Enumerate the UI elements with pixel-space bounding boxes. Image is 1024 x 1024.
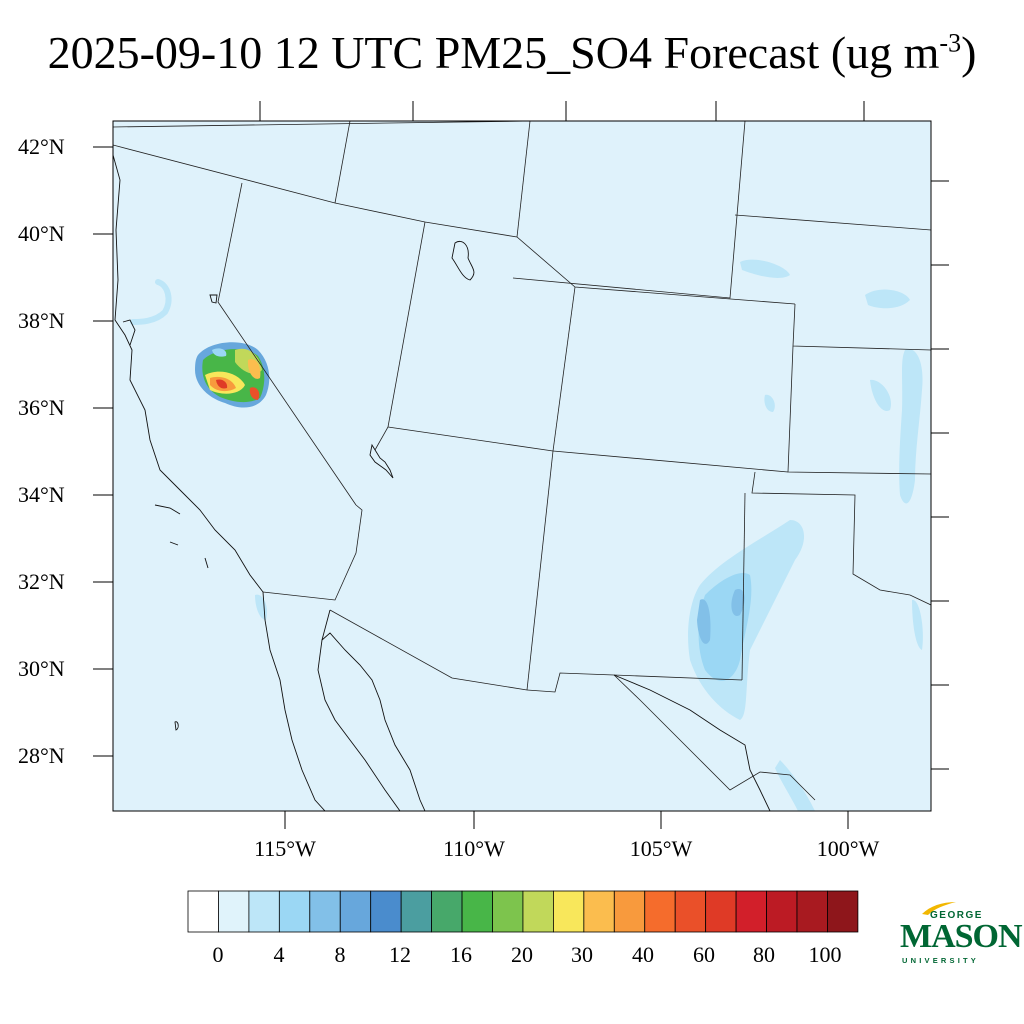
lat-label: 36°N [18,395,65,420]
university-logo: GEORGE MASON UNIVERSITY [898,900,1023,970]
colorbar-label: 30 [571,942,593,967]
lat-label: 32°N [18,569,65,594]
east-patch-1 [899,349,923,504]
colorbar-swatch [248,890,280,933]
colorbar-swatch [552,890,585,933]
title-close: ) [961,27,977,78]
colorbar-swatch [674,890,707,933]
colorbar-label: 0 [212,942,224,967]
tick-marks [93,101,949,829]
colorbar-label: 80 [753,942,775,967]
colorbar-swatch [339,890,372,933]
colorbar-swatch [644,890,676,933]
logo-university: UNIVERSITY [902,956,980,965]
east-patch-5 [912,599,923,650]
lat-label: 30°N [18,656,65,681]
colorbar-swatch [370,890,402,933]
logo-swoosh-icon [922,902,956,915]
map-background [113,121,931,811]
lon-label: 105°W [629,836,693,861]
lakes [154,240,475,731]
title-text: 2025-09-10 12 UTC PM25_SO4 Forecast (ug … [47,27,940,78]
colorbar-label: 40 [632,942,654,967]
state-borders [113,121,931,693]
colorbar-swatch [218,890,250,933]
colorbar-swatch [400,890,432,933]
colorbar-swatch [583,890,615,933]
logo-george: GEORGE [930,910,983,921]
colorbar-label: 12 [389,942,411,967]
lat-label: 28°N [18,743,65,768]
colorbar-swatch [187,890,219,933]
fire-orange-2 [247,359,261,379]
fire-red-1 [216,379,228,389]
forecast-map [93,101,949,829]
ca-arc [130,279,172,325]
colorbar-label: 100 [808,942,842,967]
colorbar-swatch [705,890,737,933]
logo-mason: MASON [900,918,1023,955]
lon-label: 100°W [816,836,880,861]
fire-blue-pocket [212,348,227,357]
east-patch-6 [764,394,775,412]
colorbar-label: 4 [273,942,285,967]
east-patch-2 [865,289,910,309]
lon-label: 110°W [443,836,505,861]
colorbar-swatch [796,890,828,933]
lon-label: 115°W [254,836,316,861]
colorbar-swatch [431,890,463,933]
colorbar-label: 8 [334,942,346,967]
plume-south [775,760,815,811]
title-superscript: -3 [939,28,962,58]
lat-label: 40°N [18,221,65,246]
colorbar-label: 20 [511,942,533,967]
colorbar-swatch [492,890,524,933]
lat-label: 34°N [18,482,65,507]
colorbar-label: 60 [693,942,715,967]
colorbar-swatch [522,890,554,933]
colorbar-swatch [613,890,646,933]
colorbar [187,890,859,933]
colorbar-label: 16 [450,942,472,967]
colorbar-swatch [278,890,311,933]
colorbar-swatch [309,890,341,933]
plume-dark-1 [697,599,711,644]
colorbar-swatch [766,890,798,933]
national-border [262,504,816,801]
colorbar-swatch [735,890,767,933]
colorbar-swatch [827,890,859,933]
fire-red-2 [249,387,260,400]
coastline [113,154,771,811]
east-patch-3 [740,259,790,278]
plume-dark-2 [731,589,745,616]
lat-label: 42°N [18,134,65,159]
colorbar-swatch [461,890,493,933]
plot-frame [112,120,932,812]
chart-title: 2025-09-10 12 UTC PM25_SO4 Forecast (ug … [0,26,1024,79]
east-patch-4 [870,379,891,411]
lat-label: 38°N [18,308,65,333]
